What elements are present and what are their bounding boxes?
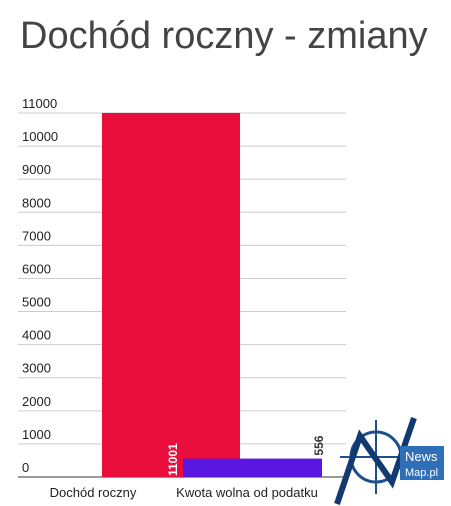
y-tick-label: 2000 (22, 394, 51, 409)
plot: 0 1000 2000 3000 4000 5000 6000 7000 8000 9000 100… (18, 96, 346, 500)
x-tick-label: Kwota wolna od podatku (176, 485, 318, 500)
x-tick-label: Dochód roczny (50, 485, 137, 500)
y-tick-label: 10000 (22, 129, 58, 144)
y-tick-label: 8000 (22, 195, 51, 210)
y-tick-label: 11000 (22, 96, 57, 111)
y-tick-label: 4000 (22, 328, 51, 343)
y-tick-label: 5000 (22, 295, 51, 310)
logo-text: Map.pl (405, 467, 438, 479)
bar (183, 458, 322, 477)
y-tick-label: 6000 (22, 261, 51, 276)
logo-box (400, 446, 444, 480)
value-label: 11001 (166, 443, 180, 476)
logo: News Map.pl (334, 417, 444, 505)
value-label: 556 (312, 435, 326, 455)
y-tick-label: 0 (22, 460, 29, 475)
bar (102, 112, 240, 477)
y-tick-label: 7000 (22, 228, 51, 243)
y-tick-label: 9000 (22, 162, 51, 177)
logo-text: News (405, 449, 438, 464)
y-tick-label: 3000 (22, 361, 51, 376)
y-tick-label: 1000 (22, 427, 51, 442)
chart-title: Dochód roczny - zmiany (20, 15, 428, 57)
